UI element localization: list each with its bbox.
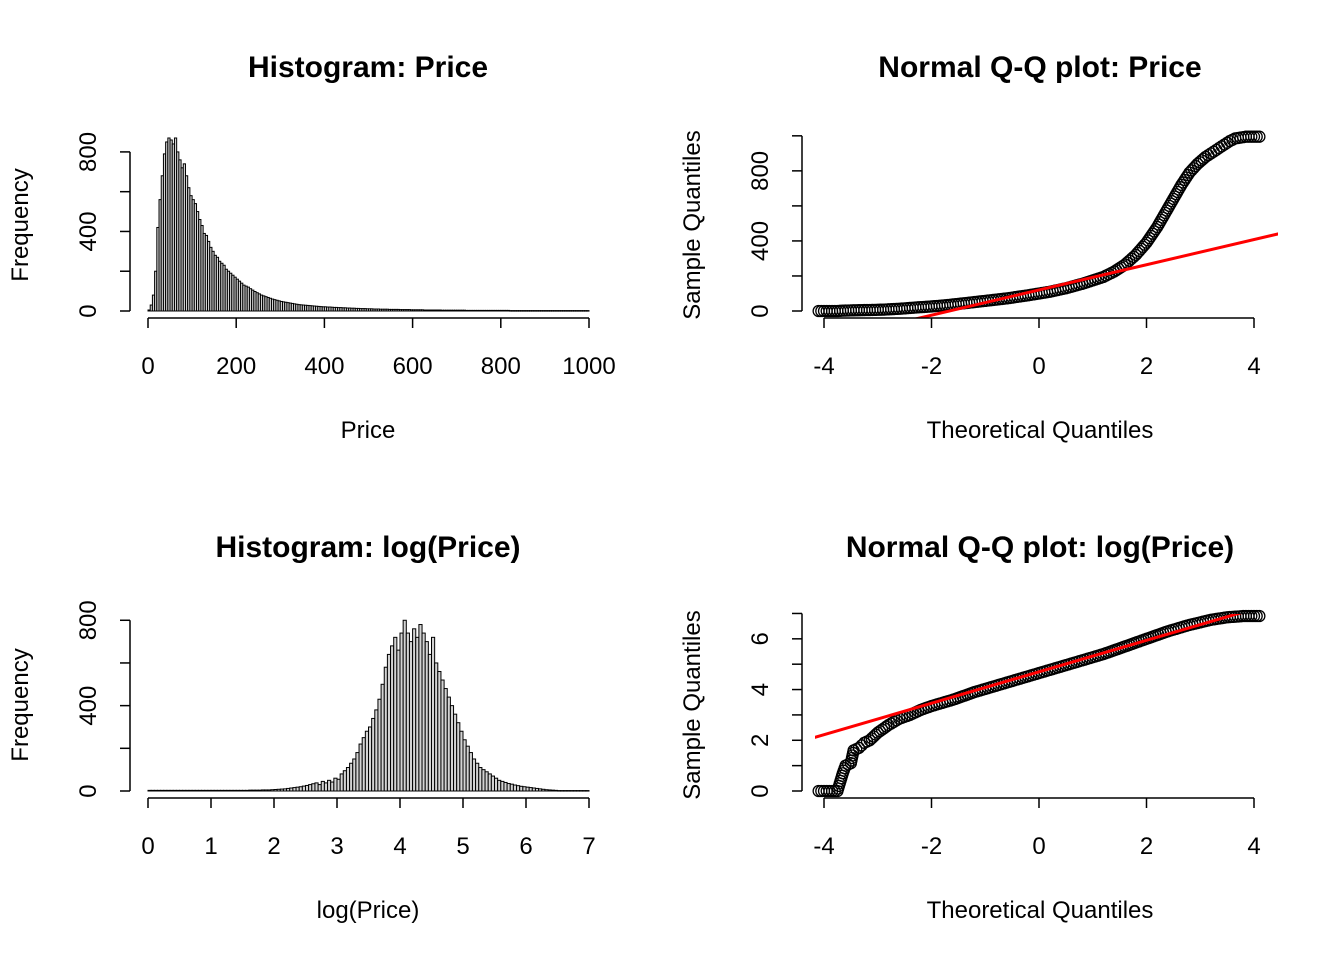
y-tick-label: 0 bbox=[747, 304, 774, 317]
qq-point bbox=[1253, 130, 1266, 143]
reference-line bbox=[913, 232, 1278, 318]
x-axis-label: log(Price) bbox=[317, 897, 420, 924]
y-tick-label: 6 bbox=[747, 632, 774, 645]
y-tick-label: 400 bbox=[75, 211, 102, 251]
x-tick-label: 200 bbox=[216, 353, 256, 380]
qq-point bbox=[1253, 609, 1266, 623]
panel-qq-logprice: Normal Q-Q plot: log(Price) Theoretical … bbox=[679, 531, 1266, 924]
y-tick-label: 4 bbox=[747, 683, 774, 696]
x-tick-label: 4 bbox=[1247, 353, 1260, 380]
chart-title: Histogram: Price bbox=[248, 51, 488, 84]
x-tick-label: 3 bbox=[330, 833, 343, 860]
x-tick-label: -4 bbox=[813, 353, 834, 380]
x-tick-label: 2 bbox=[267, 833, 280, 860]
x-axis-label: Price bbox=[341, 417, 396, 444]
chart-title: Normal Q-Q plot: Price bbox=[878, 51, 1201, 84]
chart-title: Histogram: log(Price) bbox=[215, 531, 520, 564]
x-tick-label: 600 bbox=[393, 353, 433, 380]
x-tick-label: -2 bbox=[921, 353, 942, 380]
y-tick-label: 2 bbox=[747, 734, 774, 747]
reference-line bbox=[815, 614, 1242, 739]
x-tick-label: 2 bbox=[1140, 353, 1153, 380]
y-tick-label: 400 bbox=[75, 686, 102, 726]
x-axis-label: Theoretical Quantiles bbox=[927, 417, 1154, 444]
x-tick-label: 6 bbox=[519, 833, 532, 860]
panel-histogram-logprice: Histogram: log(Price) log(Price) Frequen… bbox=[7, 531, 596, 924]
x-tick-label: 5 bbox=[456, 833, 469, 860]
y-tick-label: 400 bbox=[747, 221, 774, 261]
x-axis-label: Theoretical Quantiles bbox=[927, 897, 1154, 924]
x-tick-label: -4 bbox=[813, 833, 834, 860]
x-tick-label: 4 bbox=[393, 833, 406, 860]
x-tick-label: 0 bbox=[141, 833, 154, 860]
x-tick-label: 1 bbox=[204, 833, 217, 860]
y-axis-label: Sample Quantiles bbox=[679, 130, 706, 319]
x-tick-label: 1000 bbox=[562, 353, 615, 380]
x-tick-label: 4 bbox=[1247, 833, 1260, 860]
y-tick-label: 800 bbox=[75, 132, 102, 172]
y-axis-label: Sample Quantiles bbox=[679, 610, 706, 799]
x-tick-label: 0 bbox=[141, 353, 154, 380]
y-tick-label: 800 bbox=[75, 600, 102, 640]
x-tick-label: 800 bbox=[481, 353, 521, 380]
histogram-bar bbox=[585, 790, 590, 792]
histogram-bar bbox=[586, 310, 590, 312]
y-axis-label: Frequency bbox=[7, 648, 34, 761]
panel-histogram-price: Histogram: Price Price Frequency 0 200 400… bbox=[7, 51, 616, 444]
x-tick-label: 2 bbox=[1140, 833, 1153, 860]
chart-title: Normal Q-Q plot: log(Price) bbox=[846, 531, 1234, 564]
x-tick-label: 0 bbox=[1032, 833, 1045, 860]
panel-qq-price: Normal Q-Q plot: Price Theoretical Quant… bbox=[679, 51, 1278, 444]
y-tick-label: 800 bbox=[747, 151, 774, 191]
x-tick-label: -2 bbox=[921, 833, 942, 860]
x-tick-label: 0 bbox=[1032, 353, 1045, 380]
x-tick-label: 7 bbox=[582, 833, 595, 860]
y-axis-label: Frequency bbox=[7, 168, 34, 281]
x-tick-label: 400 bbox=[304, 353, 344, 380]
y-tick-label: 0 bbox=[75, 784, 102, 797]
y-tick-label: 0 bbox=[75, 304, 102, 317]
y-tick-label: 0 bbox=[747, 784, 774, 797]
